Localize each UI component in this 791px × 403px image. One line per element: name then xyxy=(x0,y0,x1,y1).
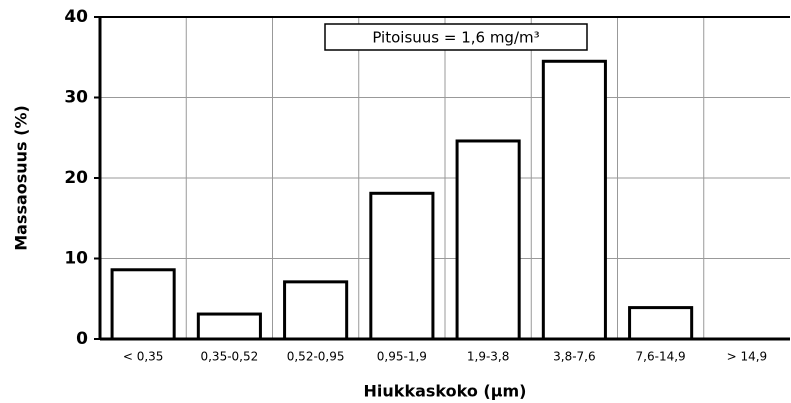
y-tick-label: 40 xyxy=(64,7,88,27)
x-tick-label: 7,6-14,9 xyxy=(636,350,686,364)
x-tick-label: < 0,35 xyxy=(123,350,164,364)
x-tick-label: 3,8-7,6 xyxy=(553,350,596,364)
bar xyxy=(455,139,521,341)
y-tick-label: 30 xyxy=(64,88,88,108)
x-tick-label: 0,95-1,9 xyxy=(377,350,427,364)
bar xyxy=(541,59,607,341)
y-tick-label: 20 xyxy=(64,168,88,188)
x-tick-label: 0,52-0,95 xyxy=(287,350,345,364)
bar xyxy=(369,191,435,341)
bar xyxy=(283,280,349,341)
bar xyxy=(110,268,176,341)
bar xyxy=(628,306,694,341)
y-tick-label: 0 xyxy=(76,329,88,349)
y-tick-label: 10 xyxy=(64,249,88,269)
y-axis-label: Massaosuus (%) xyxy=(12,105,31,251)
x-tick-label: 0,35-0,52 xyxy=(200,350,258,364)
annotation-box xyxy=(324,23,588,51)
bar xyxy=(196,312,262,341)
x-tick-label: 1,9-3,8 xyxy=(467,350,510,364)
annotation: Pitoisuus = 1,6 mg/m³ xyxy=(372,29,539,47)
x-axis-label: Hiukkaskoko (µm) xyxy=(364,382,527,401)
x-tick-label: > 14,9 xyxy=(727,350,768,364)
